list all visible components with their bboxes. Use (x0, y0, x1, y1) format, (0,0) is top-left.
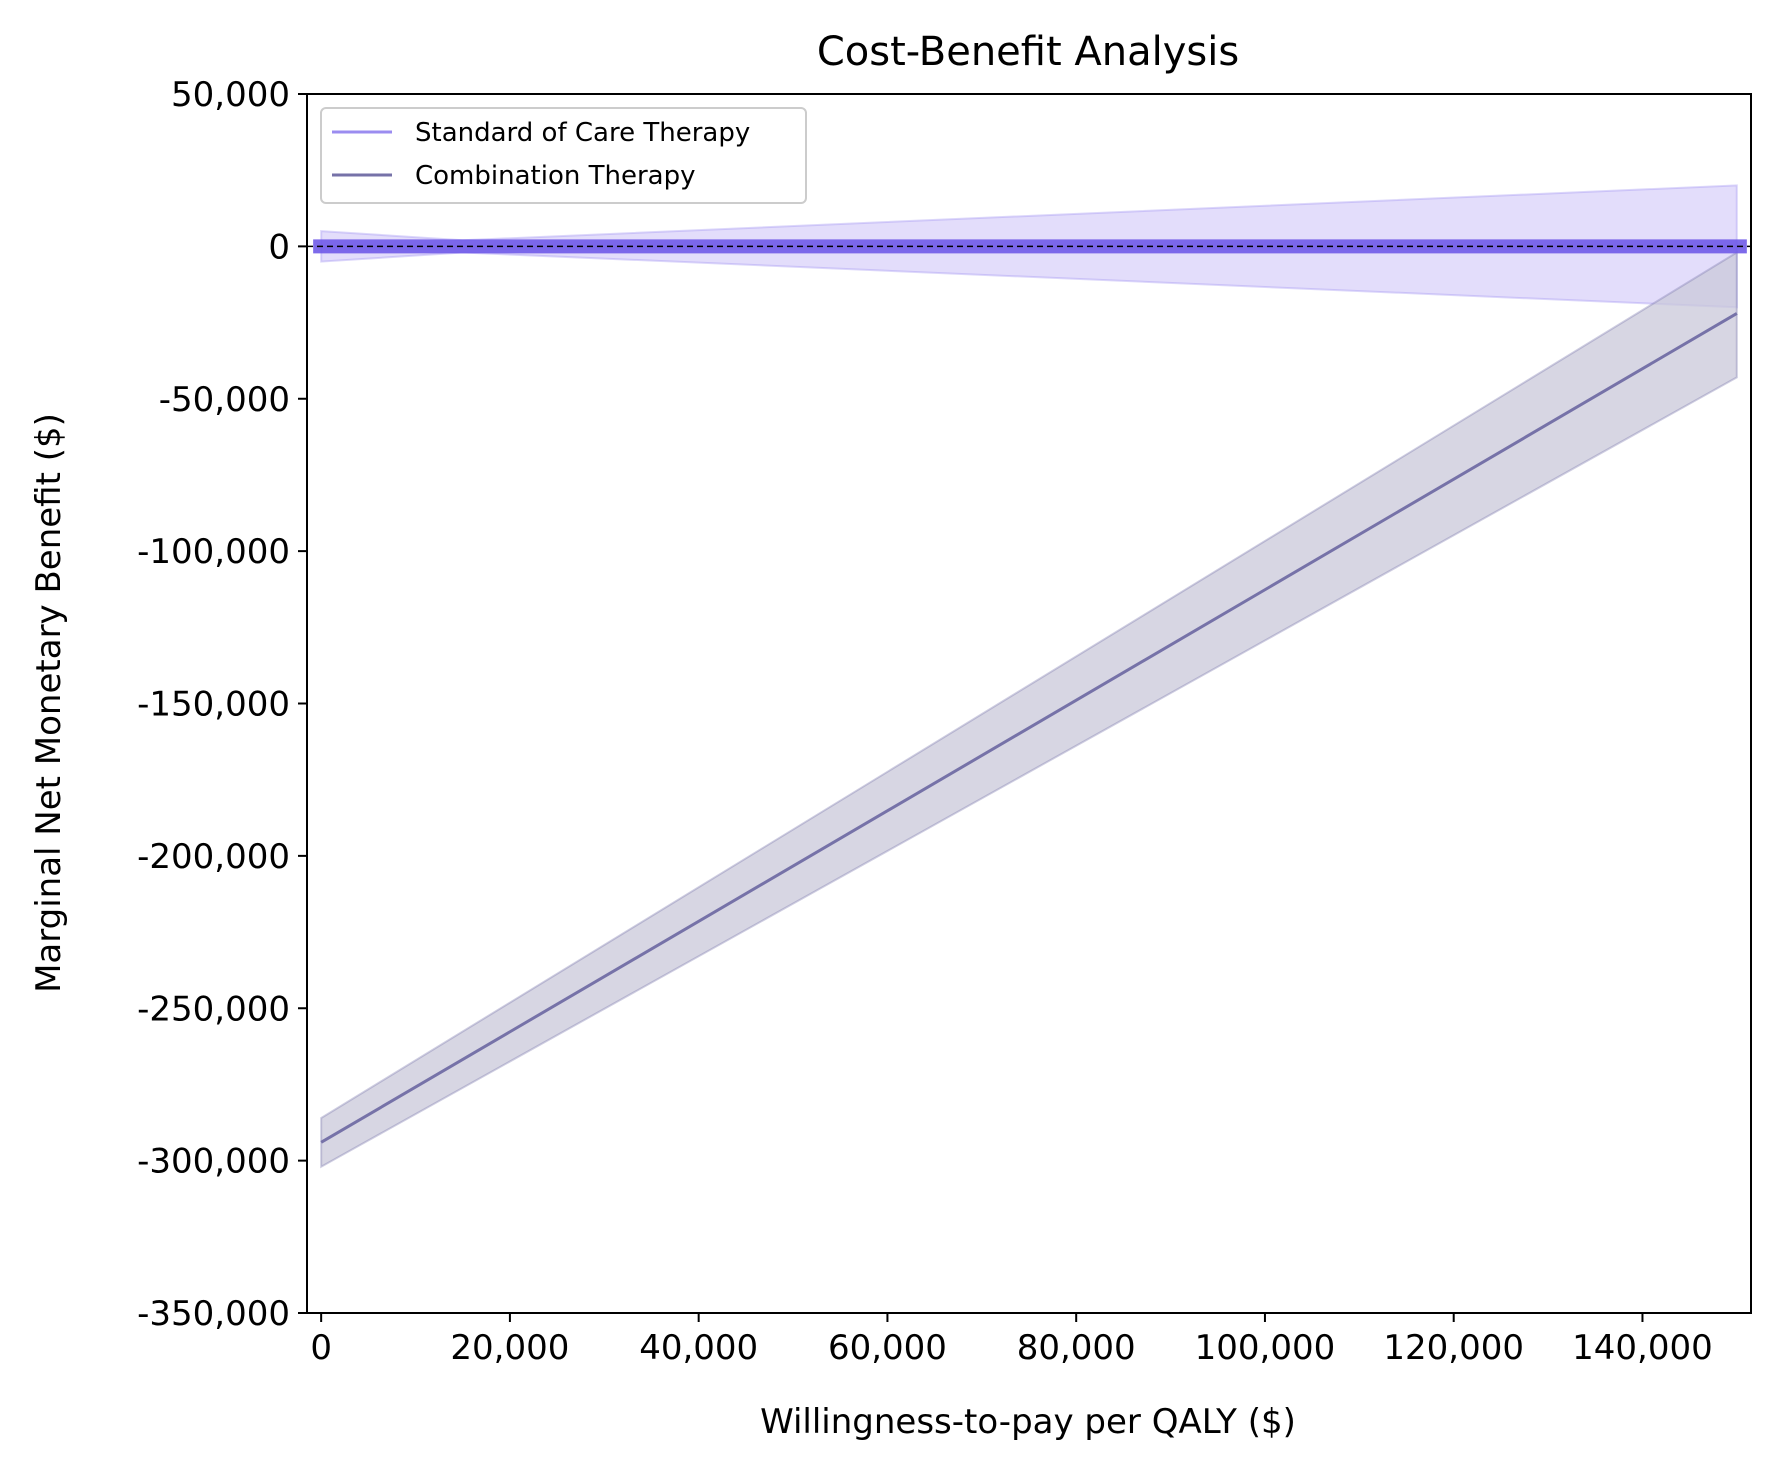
y-tick-label: -50,000 (159, 380, 290, 420)
band-series-2 (320, 250, 1738, 1169)
legend-box (320, 107, 807, 204)
y-tick-label: -200,000 (137, 837, 290, 877)
y-tick-label: -250,000 (137, 989, 290, 1029)
y-tick-label: 50,000 (171, 75, 290, 115)
x-axis-ticks: 0 20,000 40,000 60,000 80,000 100,000 120,000 1… (310, 1313, 1713, 1368)
x-tick-label: 100,000 (1195, 1328, 1336, 1368)
x-tick-label: 120,000 (1383, 1328, 1524, 1368)
legend-label-1: Standard of Care Therapy (415, 118, 750, 148)
y-tick-label: 0 (268, 227, 290, 267)
y-tick-label: -100,000 (137, 532, 290, 572)
x-tick-label: 60,000 (828, 1328, 947, 1368)
legend-label-2: Combination Therapy (415, 161, 695, 191)
x-tick-label: 0 (310, 1328, 332, 1368)
x-tick-label: 40,000 (639, 1328, 758, 1368)
y-tick-label: -300,000 (137, 1142, 290, 1182)
legend: Standard of Care Therapy Combination Ther… (320, 107, 807, 204)
x-axis-label: Willingness-to-pay per QALY ($) (760, 1402, 1296, 1442)
x-tick-label: 20,000 (450, 1328, 569, 1368)
y-axis-label: Marginal Net Monetary Benefit ($) (29, 413, 69, 993)
x-tick-label: 80,000 (1017, 1328, 1136, 1368)
y-tick-label: -150,000 (137, 685, 290, 725)
y-tick-label: -350,000 (137, 1294, 290, 1334)
y-axis-ticks: 50,000 0 -50,000 -100,000 -150,000 -200,000 -2… (137, 75, 307, 1334)
chart-title: Cost-Benefit Analysis (817, 29, 1239, 75)
line-series-2 (320, 312, 1738, 1144)
x-tick-label: 140,000 (1572, 1328, 1713, 1368)
